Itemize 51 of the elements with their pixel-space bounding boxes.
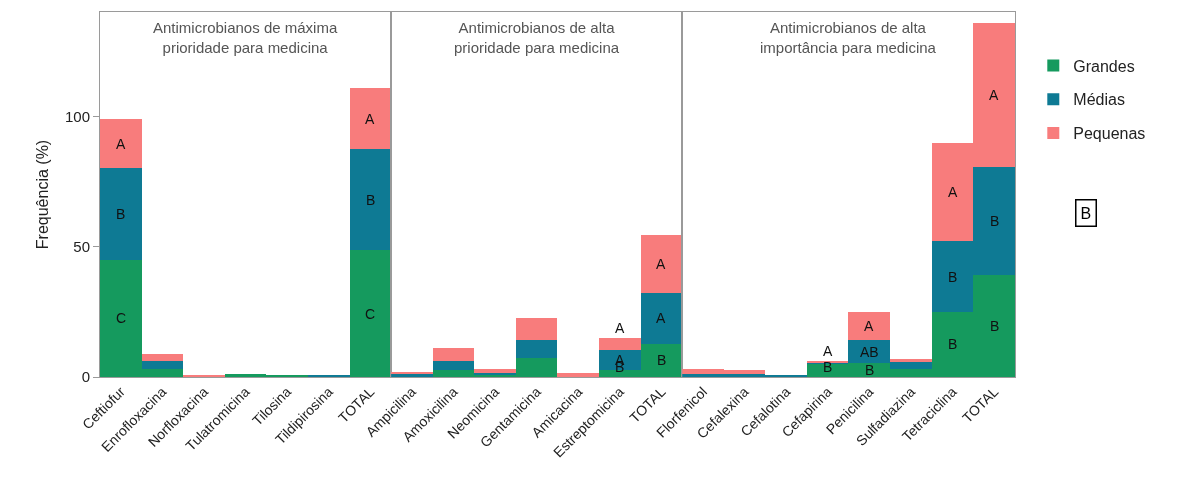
legend-label: Pequenas <box>1073 125 1146 143</box>
data-label: A <box>823 343 833 359</box>
data-label: B <box>116 206 126 222</box>
data-label: B <box>948 269 958 285</box>
text: B <box>1080 204 1092 222</box>
data-label: B <box>823 359 833 375</box>
data-label: B <box>366 192 376 208</box>
bar <box>848 312 891 340</box>
data-label: A <box>656 256 666 272</box>
bar <box>350 88 391 149</box>
data-label: A <box>116 136 126 152</box>
bar <box>516 340 558 358</box>
bar <box>641 293 683 344</box>
y-tick-label: 100 <box>64 107 90 125</box>
bar <box>641 235 683 293</box>
text: Antimicrobianos de máxima prioridade para medicina <box>153 19 338 56</box>
data-label: A <box>864 318 874 334</box>
data-label: B <box>865 362 875 378</box>
bar <box>516 318 558 340</box>
data-label: C <box>365 306 376 322</box>
data-label: B <box>990 318 1000 334</box>
bar <box>557 373 600 377</box>
bar <box>433 348 475 361</box>
y-tick-label: 0 <box>81 368 90 386</box>
text: Antimicrobianos de alta importância para medicina <box>760 19 937 56</box>
data-label: B <box>948 336 958 352</box>
bar <box>599 350 642 370</box>
data-label: C <box>116 310 127 326</box>
bar <box>474 369 517 373</box>
bar <box>142 361 183 369</box>
data-label: A <box>365 111 375 127</box>
legend-label: Médias <box>1073 91 1125 109</box>
bar <box>100 119 142 168</box>
bar <box>142 354 183 361</box>
data-label: A <box>615 320 625 336</box>
data-label: B <box>990 213 1000 229</box>
bar <box>599 338 642 350</box>
data-label: B <box>657 352 667 368</box>
bar <box>100 168 142 260</box>
data-label: AB <box>860 344 879 360</box>
text: Antimicrobianos de alta prioridade para medicina <box>454 19 620 56</box>
bar <box>350 250 391 377</box>
y-axis-title: Frequência (%) <box>33 139 51 250</box>
data-label: A <box>656 310 666 326</box>
bar <box>433 361 475 370</box>
legend-label: Grandes <box>1073 57 1135 75</box>
data-label: A <box>989 87 999 103</box>
bar <box>350 149 391 250</box>
bar <box>890 359 933 362</box>
y-tick-label: 50 <box>73 237 90 255</box>
data-label: A <box>948 184 958 200</box>
